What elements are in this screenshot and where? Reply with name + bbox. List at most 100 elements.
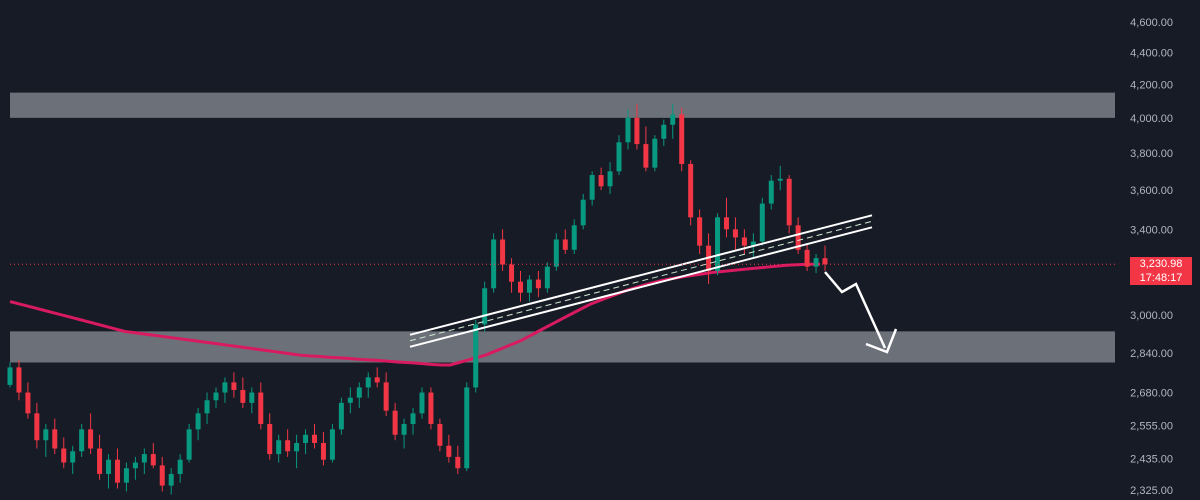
candle-body <box>195 413 201 430</box>
candle-body <box>509 264 515 282</box>
candle-body <box>491 239 497 289</box>
y-tick-label: 2,680.00 <box>1130 388 1173 400</box>
candle-body <box>464 387 470 469</box>
candle-body <box>267 423 273 455</box>
candle-body <box>553 239 559 267</box>
candle-body <box>535 279 541 289</box>
candle-body <box>338 402 344 430</box>
candle-body <box>123 468 129 483</box>
projection-arrow-path <box>824 271 887 349</box>
candle-body <box>213 392 219 401</box>
candle-body <box>473 324 479 388</box>
y-tick-label: 2,555.00 <box>1130 420 1173 432</box>
candle-body <box>482 288 488 325</box>
candle-body <box>312 434 318 443</box>
candle-body <box>383 382 389 411</box>
candle-body <box>580 199 586 226</box>
candle-body <box>141 454 147 463</box>
candle-body <box>723 217 729 230</box>
candle-body <box>61 448 67 463</box>
candle-body <box>544 266 550 289</box>
y-tick-label: 2,325.00 <box>1130 485 1173 497</box>
candle-body <box>177 459 183 474</box>
candle-body <box>616 142 622 172</box>
candle-body <box>374 377 380 383</box>
trendline-channel <box>409 214 873 348</box>
candle-body <box>159 465 165 486</box>
candle-body <box>365 377 371 388</box>
candle-body <box>571 225 577 250</box>
trendline-lower[interactable] <box>409 226 873 348</box>
candle-body <box>455 456 461 469</box>
candle-body <box>16 367 22 393</box>
y-axis: 2,325.00 2,435.00 2,555.00 2,680.00 2,840.00… <box>1130 17 1173 497</box>
candle-body <box>446 445 452 457</box>
candle-body <box>356 387 362 398</box>
candle-body <box>670 114 676 125</box>
zones <box>10 92 1115 363</box>
candle-body <box>679 114 685 164</box>
y-tick-label: 4,600.00 <box>1130 17 1173 29</box>
candle-body <box>741 237 747 246</box>
countdown-label: 17:48:17 <box>1139 272 1183 285</box>
candle-body <box>320 442 326 460</box>
candle-body <box>813 258 819 267</box>
candle-body <box>34 413 40 441</box>
y-tick-label: 3,400.00 <box>1130 224 1173 236</box>
candle-body <box>231 382 237 390</box>
y-tick-label: 4,000.00 <box>1130 113 1173 125</box>
candle-body <box>419 392 425 414</box>
candle-body <box>97 448 103 474</box>
candle-body <box>643 144 649 168</box>
candle-body <box>715 217 721 271</box>
candle-body <box>589 175 595 200</box>
candle-body <box>401 423 407 435</box>
candle-body <box>652 138 658 168</box>
candle-body <box>25 392 31 414</box>
candle-body <box>132 462 138 469</box>
candle-body <box>294 442 300 452</box>
candle-body <box>634 117 640 145</box>
candle-body <box>240 389 246 403</box>
candle-body <box>285 440 291 452</box>
y-tick-label: 2,840.00 <box>1130 348 1173 360</box>
projection-arrow <box>824 271 898 354</box>
candle-body <box>437 423 443 446</box>
y-tick-label: 4,200.00 <box>1130 79 1173 91</box>
candle-body <box>607 171 613 187</box>
candle-body <box>186 429 192 460</box>
candle-body <box>303 434 309 443</box>
candle-body <box>150 454 156 466</box>
candle-body <box>52 429 58 449</box>
candle-body <box>526 279 532 293</box>
trendline-upper[interactable] <box>409 214 873 336</box>
y-tick-label: 3,600.00 <box>1130 185 1173 197</box>
candle-body <box>688 163 694 218</box>
candle-body <box>222 382 228 393</box>
current-price-label: 3,230.98 <box>1139 258 1183 271</box>
projection-arrow-head <box>865 328 898 354</box>
candle-body <box>517 281 523 293</box>
candle-body <box>114 459 120 483</box>
candle-body <box>258 392 264 424</box>
candle-body <box>786 178 792 226</box>
resistance-zone <box>10 92 1115 118</box>
candle-body <box>168 473 174 486</box>
candle-body <box>7 367 13 385</box>
candle-body <box>428 392 434 424</box>
candle-body <box>70 451 76 463</box>
candle-body <box>43 429 49 441</box>
candle-body <box>79 429 85 452</box>
support-zone <box>10 331 1115 363</box>
candle-body <box>795 225 801 250</box>
candle-body <box>777 178 783 181</box>
candle-body <box>598 175 604 187</box>
candle-body <box>822 258 828 265</box>
candle-body <box>204 400 210 414</box>
candle-body <box>106 459 112 474</box>
current-price-badge: 3,230.98 17:48:17 <box>1130 257 1192 286</box>
candle-body <box>347 397 353 403</box>
candle-body <box>804 249 810 267</box>
candles <box>7 104 828 495</box>
